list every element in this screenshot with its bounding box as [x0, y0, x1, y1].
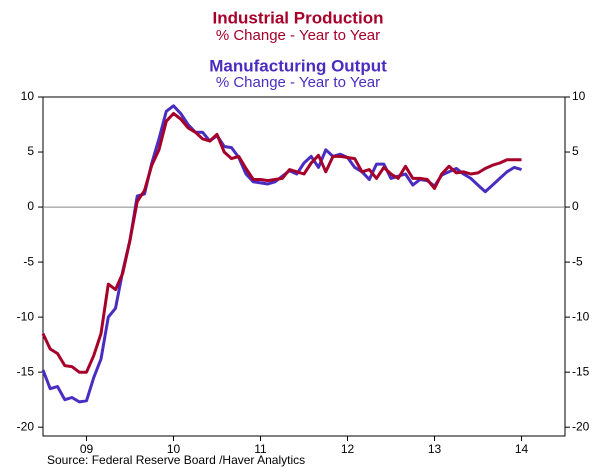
chart-title-2: Manufacturing Output	[209, 56, 387, 75]
y2-tick-label: -20	[572, 419, 590, 433]
x-tick-label: 10	[167, 442, 181, 456]
plot-frame	[42, 96, 566, 437]
y-tick-label: 0	[27, 199, 34, 213]
y2-tick-label: -15	[572, 364, 590, 378]
y-tick-label: -5	[23, 254, 34, 268]
y-tick-label: -20	[17, 419, 35, 433]
y2-tick-label: 10	[572, 89, 586, 103]
x-tick-label: 14	[515, 442, 529, 456]
y2-tick-label: -10	[572, 309, 590, 323]
chart-subtitle-2: % Change - Year to Year	[216, 74, 380, 91]
y-tick-label: -10	[17, 309, 35, 323]
y-tick-label: 5	[27, 144, 34, 158]
y2-tick-label: -5	[572, 254, 583, 268]
y2-tick-label: 5	[572, 144, 579, 158]
y-tick-label: 10	[21, 89, 35, 103]
x-tick-label: 09	[80, 442, 94, 456]
chart-title: Industrial Production	[213, 8, 384, 27]
series-line	[41, 104, 522, 404]
y-tick-label: -15	[17, 364, 35, 378]
x-tick-label: 13	[428, 442, 442, 456]
x-tick-label: 12	[341, 442, 355, 456]
x-tick-label: 11	[254, 442, 267, 456]
chart-subtitle: % Change - Year to Year	[216, 27, 380, 44]
source-note: Source: Federal Reserve Board /Haver Ana…	[47, 453, 305, 467]
series-line	[41, 112, 522, 374]
y2-tick-label: 0	[572, 199, 579, 213]
